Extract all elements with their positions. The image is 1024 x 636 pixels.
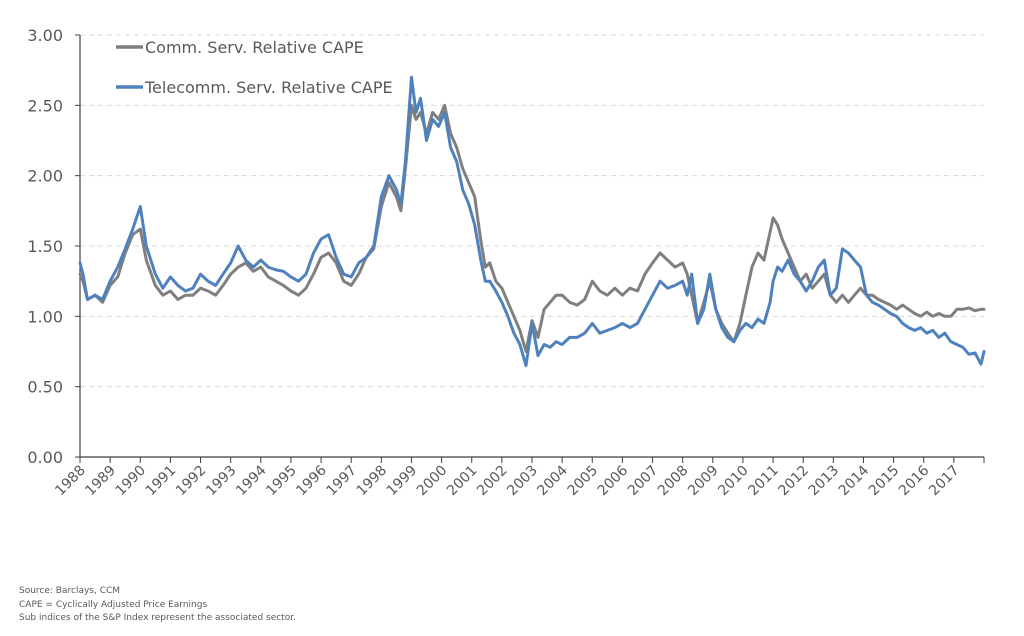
x-tick-label: 2012	[776, 463, 813, 500]
legend-item-comm-serv: Comm. Serv. Relative CAPE	[116, 38, 364, 57]
x-tick-label: 2003	[504, 463, 541, 500]
y-axis: 0.00 0.50 1.00 1.50 2.00 2.50 3.00	[27, 26, 81, 467]
x-tick-label: 1997	[324, 463, 361, 500]
legend-label-comm-serv: Comm. Serv. Relative CAPE	[145, 38, 364, 57]
series-line-comm-serv	[78, 103, 986, 353]
x-tick-label: 1990	[113, 463, 150, 500]
x-tick-label: 2004	[534, 462, 571, 499]
x-tick-label: 2009	[685, 463, 722, 500]
x-tick-label: 2015	[866, 463, 903, 500]
x-tick-label: 2000	[414, 463, 451, 500]
x-tick-label: 2010	[715, 463, 752, 500]
sub-indices-note: Sub indices of the S&P Index represent t…	[19, 613, 296, 623]
x-tick-label: 1989	[82, 463, 119, 500]
legend: Comm. Serv. Relative CAPE Telecomm. Serv…	[116, 38, 393, 97]
x-tick-label: 2006	[595, 462, 632, 499]
gridlines	[80, 34, 984, 388]
x-tick-label: 2016	[896, 462, 933, 499]
cape-definition-note: CAPE = Cyclically Adjusted Price Earning…	[19, 599, 208, 610]
x-tick-label: 2007	[625, 463, 662, 500]
y-tick-label: 2.50	[27, 96, 63, 115]
chart-footnotes: Source: Barclays, CCM CAPE = Cyclically …	[19, 585, 296, 626]
legend-item-telecomm-serv: Telecomm. Serv. Relative CAPE	[116, 78, 393, 97]
x-tick-label: 1999	[384, 463, 421, 500]
series-line-telecomm-serv	[78, 75, 986, 368]
y-tick-label: 1.00	[27, 307, 63, 326]
x-tick-label: 1995	[263, 463, 300, 500]
x-tick-label: 2005	[565, 463, 602, 500]
y-tick-label: 2.00	[27, 167, 63, 186]
x-tick-label: 2013	[806, 463, 843, 500]
x-tick-label: 1994	[233, 462, 270, 499]
x-tick-label: 1988	[52, 463, 89, 500]
x-tick-label: 2008	[655, 463, 692, 500]
source-note: Source: Barclays, CCM	[19, 586, 121, 596]
x-tick-label: 2002	[474, 463, 511, 500]
series-lines	[78, 75, 986, 368]
legend-label-telecomm-serv: Telecomm. Serv. Relative CAPE	[144, 78, 393, 97]
y-tick-label: 1.50	[27, 237, 63, 256]
x-axis: 1988198919901991199219931994199519961997…	[52, 456, 985, 500]
x-tick-label: 1992	[173, 463, 210, 500]
x-tick-label: 2017	[926, 463, 963, 500]
x-tick-label: 1991	[143, 463, 180, 500]
x-tick-label: 1993	[203, 463, 240, 500]
x-tick-label: 2001	[444, 463, 481, 500]
x-tick-label: 2011	[745, 463, 782, 500]
y-tick-label: 3.00	[27, 26, 63, 45]
x-tick-label: 2014	[836, 462, 873, 499]
y-tick-label: 0.50	[27, 378, 63, 397]
x-tick-label: 1998	[354, 463, 391, 500]
y-tick-label: 0.00	[27, 448, 63, 467]
x-tick-label: 1996	[293, 462, 330, 499]
